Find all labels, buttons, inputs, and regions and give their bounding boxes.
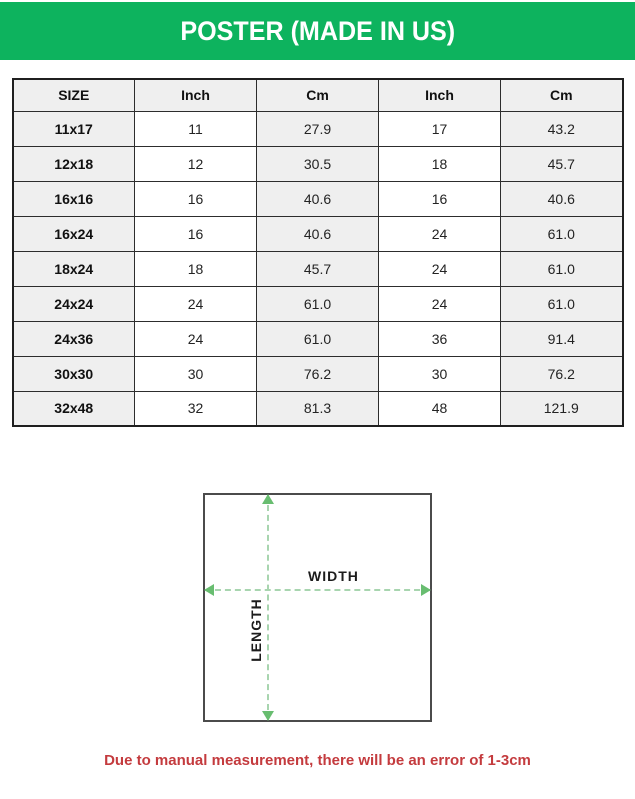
column-header: Inch xyxy=(134,78,257,112)
value-cell: 43.2 xyxy=(500,110,623,147)
value-cell: 30 xyxy=(134,355,257,392)
size-cell: 24x24 xyxy=(12,285,135,322)
value-cell: 17 xyxy=(378,110,501,147)
value-cell: 121.9 xyxy=(500,390,623,427)
table-row: 16x16 16 40.6 16 40.6 xyxy=(12,180,623,217)
value-cell: 36 xyxy=(378,320,501,357)
value-cell: 61.0 xyxy=(256,285,379,322)
value-cell: 30.5 xyxy=(256,145,379,182)
table-row: 30x30 30 76.2 30 76.2 xyxy=(12,355,623,392)
table-row: 11x17 11 27.9 17 43.2 xyxy=(12,110,623,147)
column-header: Cm xyxy=(256,78,379,112)
size-cell: 12x18 xyxy=(12,145,135,182)
arrow-down-icon xyxy=(262,711,274,721)
value-cell: 45.7 xyxy=(256,250,379,287)
value-cell: 11 xyxy=(134,110,257,147)
size-cell: 30x30 xyxy=(12,355,135,392)
arrow-up-icon xyxy=(262,494,274,504)
value-cell: 30 xyxy=(378,355,501,392)
column-header: Cm xyxy=(500,78,623,112)
table-header-row: SIZE Inch Cm Inch Cm xyxy=(12,78,623,112)
value-cell: 40.6 xyxy=(500,180,623,217)
size-cell: 24x36 xyxy=(12,320,135,357)
table-row: 16x24 16 40.6 24 61.0 xyxy=(12,215,623,252)
size-cell: 16x24 xyxy=(12,215,135,252)
value-cell: 81.3 xyxy=(256,390,379,427)
value-cell: 24 xyxy=(378,285,501,322)
table-row: 32x48 32 81.3 48 121.9 xyxy=(12,390,623,427)
value-cell: 61.0 xyxy=(256,320,379,357)
column-header: SIZE xyxy=(12,78,135,112)
value-cell: 48 xyxy=(378,390,501,427)
page-title: POSTER (MADE IN US) xyxy=(180,15,455,46)
title-banner: POSTER (MADE IN US) xyxy=(0,2,635,60)
size-cell: 16x16 xyxy=(12,180,135,217)
size-table: SIZE Inch Cm Inch Cm 11x17 11 27.9 17 43.2 12x18 1… xyxy=(11,78,624,427)
measurement-note: Due to manual measurement, there will be… xyxy=(104,752,531,769)
size-cell: 32x48 xyxy=(12,390,135,427)
size-cell: 11x17 xyxy=(12,110,135,147)
column-header: Inch xyxy=(378,78,501,112)
value-cell: 76.2 xyxy=(500,355,623,392)
table-row: 12x18 12 30.5 18 45.7 xyxy=(12,145,623,182)
value-cell: 18 xyxy=(134,250,257,287)
value-cell: 40.6 xyxy=(256,215,379,252)
value-cell: 24 xyxy=(378,215,501,252)
value-cell: 61.0 xyxy=(500,215,623,252)
arrow-right-icon xyxy=(421,584,431,596)
value-cell: 12 xyxy=(134,145,257,182)
table-row: 24x36 24 61.0 36 91.4 xyxy=(12,320,623,357)
value-cell: 18 xyxy=(378,145,501,182)
value-cell: 45.7 xyxy=(500,145,623,182)
value-cell: 24 xyxy=(134,285,257,322)
size-table-head: SIZE Inch Cm Inch Cm xyxy=(12,78,623,112)
length-label: LENGTH xyxy=(247,598,264,662)
value-cell: 61.0 xyxy=(500,250,623,287)
arrow-left-icon xyxy=(204,584,214,596)
dimension-diagram: WIDTH LENGTH xyxy=(203,493,432,722)
value-cell: 16 xyxy=(378,180,501,217)
value-cell: 32 xyxy=(134,390,257,427)
value-cell: 40.6 xyxy=(256,180,379,217)
value-cell: 91.4 xyxy=(500,320,623,357)
value-cell: 76.2 xyxy=(256,355,379,392)
value-cell: 16 xyxy=(134,215,257,252)
value-cell: 27.9 xyxy=(256,110,379,147)
size-cell: 18x24 xyxy=(12,250,135,287)
table-row: 18x24 18 45.7 24 61.0 xyxy=(12,250,623,287)
value-cell: 61.0 xyxy=(500,285,623,322)
size-table-body: 11x17 11 27.9 17 43.2 12x18 12 30.5 18 45.7 16x16 1… xyxy=(12,110,623,427)
table-row: 24x24 24 61.0 24 61.0 xyxy=(12,285,623,322)
value-cell: 24 xyxy=(378,250,501,287)
value-cell: 24 xyxy=(134,320,257,357)
length-dashed-line xyxy=(267,495,269,720)
value-cell: 16 xyxy=(134,180,257,217)
width-dashed-line xyxy=(205,589,430,591)
width-label: WIDTH xyxy=(308,568,359,584)
